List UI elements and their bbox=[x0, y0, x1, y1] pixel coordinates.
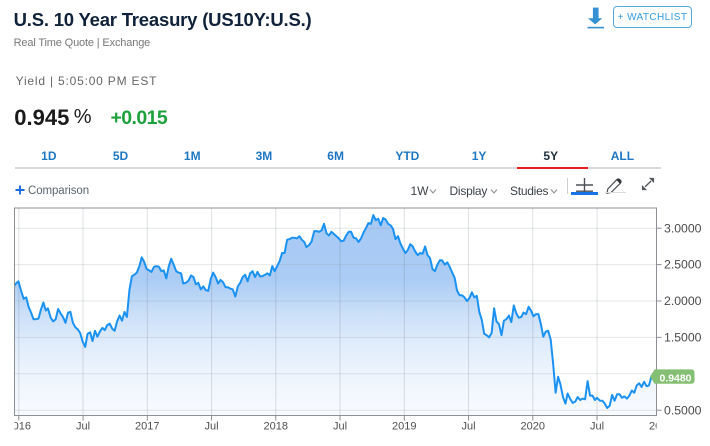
svg-text:2.5000: 2.5000 bbox=[664, 260, 702, 272]
svg-text:2016: 2016 bbox=[7, 421, 31, 433]
svg-text:2020: 2020 bbox=[521, 421, 545, 433]
svg-text:Jul: Jul bbox=[590, 421, 604, 433]
svg-text:Jul: Jul bbox=[462, 421, 476, 433]
svg-text:Jul: Jul bbox=[205, 421, 219, 433]
svg-text:2018: 2018 bbox=[264, 421, 288, 433]
svg-text:0.5000: 0.5000 bbox=[664, 405, 702, 417]
svg-text:3.0000: 3.0000 bbox=[664, 223, 702, 235]
svg-text:2017: 2017 bbox=[135, 421, 159, 433]
svg-text:0.9480: 0.9480 bbox=[660, 372, 692, 384]
svg-text:1.5000: 1.5000 bbox=[664, 333, 702, 345]
svg-text:2.0000: 2.0000 bbox=[664, 296, 702, 308]
svg-text:Jul: Jul bbox=[333, 421, 347, 433]
svg-text:Jul: Jul bbox=[76, 421, 90, 433]
svg-text:2019: 2019 bbox=[392, 421, 416, 433]
svg-text:2021: 2021 bbox=[649, 421, 673, 433]
